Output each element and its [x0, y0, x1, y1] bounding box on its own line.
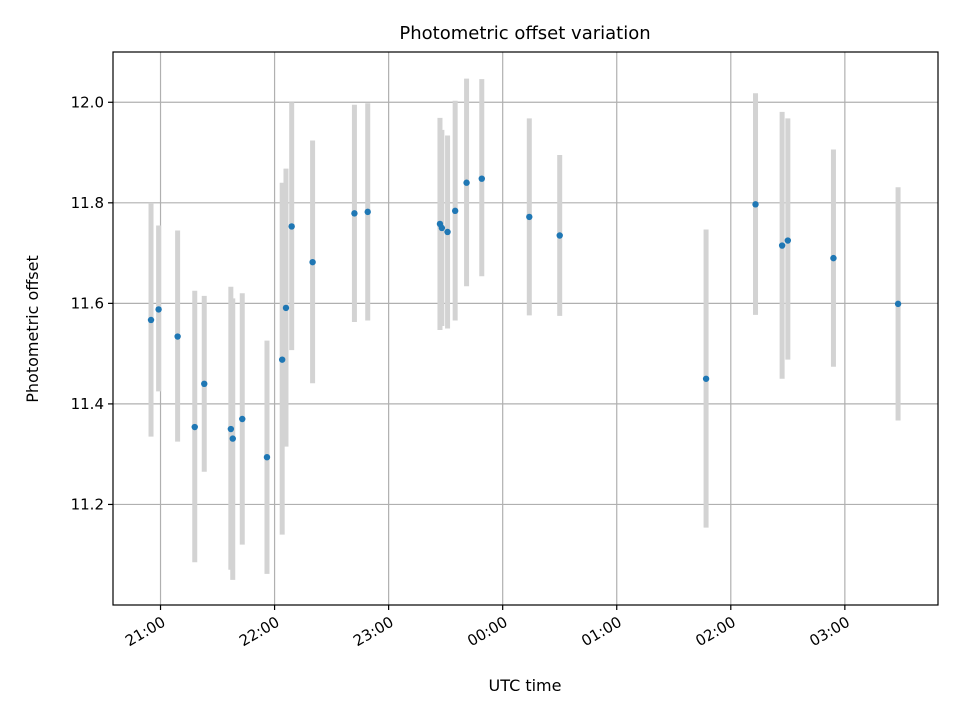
y-axis-label: Photometric offset: [23, 255, 42, 403]
y-gridlines: [113, 101, 938, 506]
data-point: [288, 223, 295, 230]
data-point: [351, 210, 358, 217]
data-point: [830, 254, 837, 262]
data-point: [778, 242, 786, 249]
y-tick-label: 11.8: [71, 194, 104, 212]
data-point: [147, 316, 155, 324]
y-tick-label: 11.4: [71, 395, 104, 413]
data-point: [438, 224, 446, 232]
y-tick-label: 11.6: [71, 294, 104, 312]
data-point: [309, 258, 316, 266]
data-point: [752, 201, 759, 208]
data-point: [282, 304, 290, 312]
data-point: [784, 237, 792, 244]
data-point: [894, 300, 902, 308]
plot-area-background: [113, 52, 938, 605]
data-point: [444, 228, 451, 236]
data-point: [556, 232, 563, 239]
x-gridlines: [159, 52, 846, 605]
data-point: [229, 435, 236, 442]
data-point: [174, 333, 181, 340]
data-point: [478, 175, 485, 182]
data-point: [463, 179, 470, 186]
y-tick-label: 12.0: [71, 93, 104, 111]
y-axis-ticks: 11.2 11.4 11.6 11.8 12.0: [71, 93, 113, 513]
data-point: [191, 423, 198, 431]
data-point: [364, 208, 371, 216]
data-point: [451, 207, 459, 215]
data-point: [201, 380, 208, 387]
data-points: [147, 175, 902, 461]
data-point: [263, 453, 271, 461]
data-point: [239, 415, 246, 423]
y-tick-label: 11.2: [71, 495, 104, 513]
x-axis-label: UTC time: [489, 676, 562, 695]
data-point: [702, 375, 710, 382]
data-point: [227, 425, 235, 433]
chart-title: Photometric offset variation: [399, 23, 650, 44]
data-point: [278, 356, 286, 363]
plot-frame: [112, 51, 939, 606]
data-point: [155, 306, 162, 313]
data-point: [526, 213, 533, 221]
